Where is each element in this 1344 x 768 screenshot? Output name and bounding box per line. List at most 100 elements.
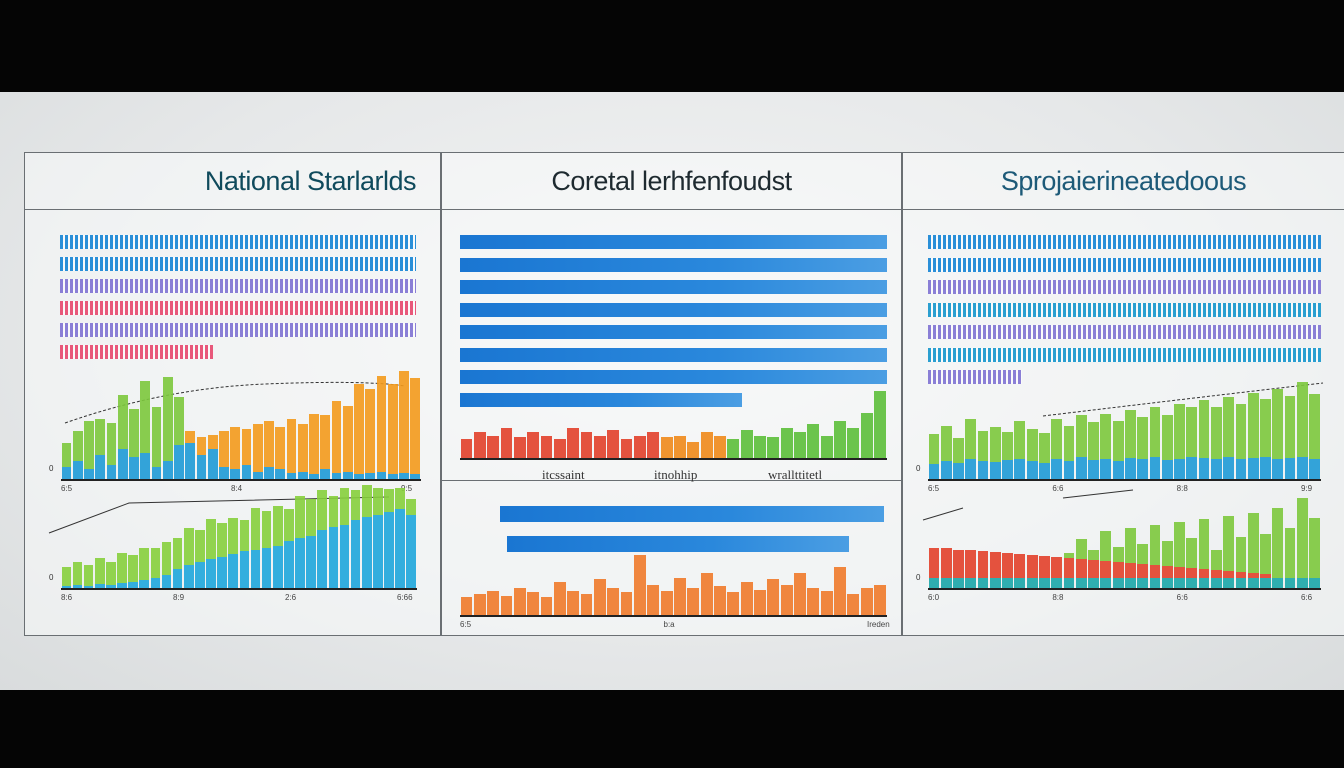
bar-orange — [540, 597, 553, 615]
bar-blue — [1161, 460, 1173, 479]
bar-mixed — [473, 431, 486, 458]
horizontal-bar — [928, 347, 1321, 362]
bar-green — [1051, 419, 1063, 459]
bar-green — [1272, 389, 1284, 459]
bar-blue — [387, 474, 398, 479]
horizontal-bar — [928, 370, 1023, 384]
bar-green — [339, 488, 350, 525]
bar-red — [1186, 568, 1198, 578]
bar-green — [1309, 394, 1320, 459]
bar-green — [1039, 433, 1050, 463]
panel-title: National Starlarlds — [25, 153, 440, 210]
bar-teal — [1112, 578, 1124, 588]
trend-line — [1042, 382, 1324, 417]
bar-blue — [286, 473, 297, 479]
bar-green — [172, 537, 183, 570]
bar-blue — [174, 445, 184, 479]
x-tick-label: 8:4 — [231, 484, 243, 493]
bar-blue — [350, 519, 361, 588]
chart-top — [460, 383, 887, 460]
bar-red — [1149, 565, 1161, 578]
bar-orange — [365, 389, 375, 473]
bar-blue — [83, 585, 94, 588]
chart-label: itnohhip — [654, 467, 698, 482]
bar-green — [217, 522, 227, 557]
bar-green — [361, 485, 372, 517]
bar-blue — [106, 464, 117, 479]
bar-green — [1235, 537, 1247, 572]
bar-green — [61, 443, 72, 467]
bar-blue — [1125, 458, 1136, 479]
bar-teal — [1063, 578, 1075, 588]
bar-mixed — [567, 428, 580, 458]
bar-teal — [1260, 578, 1271, 588]
bar-blue — [1149, 457, 1161, 479]
bar-red — [1088, 560, 1099, 578]
bar-mixed — [794, 431, 806, 458]
bar-blue — [373, 514, 383, 588]
bar-green — [1161, 415, 1173, 460]
bar-red — [1039, 556, 1050, 578]
horizontal-bar — [460, 325, 887, 339]
bar-green — [1149, 525, 1161, 565]
bar-orange — [700, 573, 713, 615]
bar-green — [1075, 539, 1087, 559]
bar-blue — [261, 548, 272, 588]
bar-blue — [1002, 460, 1013, 479]
bar-orange — [376, 375, 387, 472]
bar-teal — [1051, 578, 1063, 588]
bar-mixed — [740, 429, 753, 458]
x-tick-label: b:a — [663, 620, 675, 629]
x-tick-label: 6:5 — [460, 620, 472, 629]
bar-blue — [1223, 457, 1235, 479]
bar-blue — [940, 461, 952, 479]
x-tick-label: 8:6 — [61, 593, 73, 602]
bar-blue — [1137, 459, 1149, 479]
horizontal-bar — [60, 235, 416, 249]
bar-blue — [94, 583, 105, 588]
bar-teal — [977, 578, 989, 588]
bar-orange — [342, 405, 353, 472]
bar-green — [128, 555, 138, 582]
horizontal-bar — [460, 302, 887, 317]
bar-blue — [1186, 457, 1198, 479]
bar-green — [1137, 417, 1149, 459]
bar-mixed — [807, 424, 820, 458]
bar-blue — [317, 530, 327, 588]
bar-red — [1223, 571, 1235, 578]
bar-blue — [219, 467, 229, 479]
bar-blue — [72, 584, 83, 588]
bar-red — [1051, 557, 1063, 578]
bar-green — [1223, 516, 1235, 571]
bar-green — [1149, 407, 1161, 457]
bar-mixed — [834, 420, 846, 458]
bar-blue — [161, 575, 172, 588]
bar-mixed — [460, 439, 473, 458]
x-tick-label: 6:0 — [928, 593, 940, 602]
bar-green — [1247, 513, 1259, 573]
bar-red — [989, 552, 1001, 578]
bar-teal — [1125, 578, 1136, 588]
bar-blue — [172, 569, 183, 588]
bar-blue — [1309, 459, 1320, 479]
bar-blue — [207, 449, 218, 479]
bar-teal — [1198, 578, 1210, 588]
bar-teal — [1272, 578, 1284, 588]
bar-teal — [965, 578, 977, 588]
bar-blue — [977, 461, 989, 479]
bar-blue — [206, 558, 216, 588]
x-tick-label: 9:9 — [1301, 484, 1313, 493]
bar-red — [1198, 569, 1210, 578]
bar-green — [1075, 415, 1087, 457]
bar-green — [1174, 522, 1185, 567]
bar-orange — [767, 579, 780, 615]
bar-mixed — [687, 441, 700, 458]
x-tick-label: 6:6 — [1176, 593, 1188, 602]
bar-mixed — [527, 431, 540, 458]
panel-title: Coretal lerhfenfoudst — [442, 153, 901, 210]
bar-blue — [384, 512, 394, 588]
bar-mixed — [607, 429, 620, 458]
bar-mixed — [874, 390, 886, 458]
bar-blue — [354, 474, 364, 479]
bar-red — [1137, 564, 1149, 578]
